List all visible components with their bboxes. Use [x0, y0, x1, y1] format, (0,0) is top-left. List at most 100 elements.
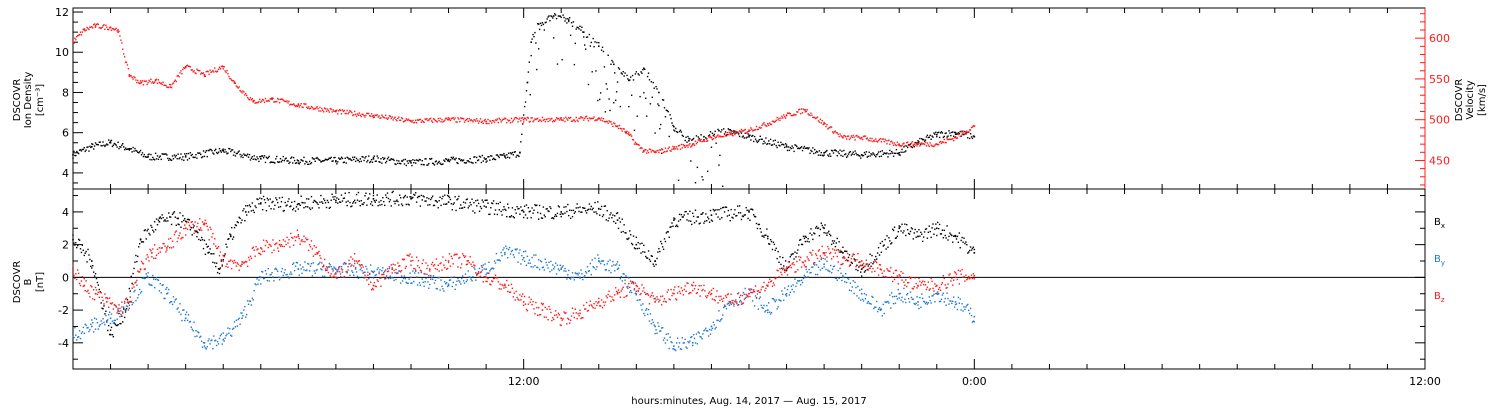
scatter-point: [190, 154, 192, 157]
scatter-point: [433, 264, 436, 266]
scatter-point: [595, 119, 597, 121]
scatter-point: [913, 146, 915, 148]
scatter-point: [394, 264, 396, 266]
scatter-point: [425, 277, 427, 280]
scatter-point: [78, 33, 81, 36]
scatter-point: [492, 157, 495, 160]
scatter-point: [483, 120, 485, 122]
scatter-point: [418, 195, 421, 198]
scatter-point: [379, 161, 381, 163]
scatter-point: [565, 206, 567, 208]
scatter-point: [696, 141, 699, 144]
scatter-point: [603, 66, 606, 68]
scatter-point: [457, 277, 459, 280]
scatter-point: [302, 202, 304, 204]
data-point: [537, 23, 540, 25]
scatter-point: [675, 127, 677, 130]
data-point: [485, 206, 487, 208]
scatter-point: [185, 221, 188, 224]
scatter-point: [347, 200, 349, 202]
scatter-point: [519, 249, 521, 251]
scatter-point: [592, 265, 594, 268]
scatter-point: [424, 281, 426, 283]
scatter-point: [424, 200, 426, 202]
velocity-tick-label: 550: [1429, 73, 1450, 86]
scatter-point: [406, 282, 408, 284]
scatter-point: [720, 136, 722, 138]
scatter-point: [741, 294, 744, 297]
scatter-point: [728, 304, 730, 306]
scatter-point: [692, 137, 695, 140]
scatter-point: [106, 26, 108, 28]
scatter-point: [251, 98, 254, 100]
scatter-point: [276, 270, 279, 273]
scatter-point: [826, 149, 828, 152]
scatter-point: [360, 267, 362, 269]
scatter-point: [517, 298, 519, 300]
scatter-point: [366, 112, 368, 115]
scatter-point: [546, 118, 548, 120]
scatter-point: [622, 286, 624, 289]
scatter-point: [697, 139, 699, 141]
scatter-point: [697, 216, 699, 218]
scatter-point: [562, 318, 564, 320]
scatter-point: [854, 259, 856, 261]
scatter-point: [624, 279, 626, 281]
scatter-point: [383, 200, 385, 203]
scatter-point: [637, 241, 639, 244]
scatter-point: [410, 196, 412, 198]
scatter-point: [528, 61, 530, 63]
scatter-point: [322, 275, 324, 278]
scatter-point: [496, 277, 499, 279]
scatter-point: [666, 231, 669, 233]
scatter-point: [863, 292, 866, 295]
scatter-point: [135, 281, 137, 283]
scatter-point: [760, 127, 762, 129]
scatter-point: [532, 300, 534, 303]
scatter-point: [543, 316, 546, 318]
scatter-point: [872, 262, 874, 265]
scatter-point: [851, 136, 853, 138]
scatter-point: [924, 141, 927, 144]
scatter-point: [89, 26, 91, 28]
scatter-point: [478, 120, 481, 122]
scatter-point: [99, 291, 101, 294]
scatter-point: [913, 232, 915, 234]
scatter-point: [378, 115, 380, 117]
scatter-point: [481, 154, 484, 157]
scatter-point: [217, 268, 220, 270]
scatter-point: [453, 158, 455, 160]
scatter-point: [817, 266, 820, 268]
scatter-point: [585, 301, 588, 304]
scatter-point: [619, 221, 622, 223]
scatter-point: [356, 199, 359, 201]
scatter-point: [241, 154, 243, 156]
scatter-point: [540, 261, 543, 263]
scatter-point: [401, 204, 404, 207]
scatter-point: [733, 303, 735, 305]
scatter-point: [919, 235, 921, 237]
scatter-point: [156, 279, 159, 281]
scatter-point: [594, 201, 596, 204]
scatter-point: [804, 147, 807, 150]
scatter-point: [706, 140, 709, 142]
data-point: [785, 268, 788, 270]
scatter-point: [585, 36, 588, 38]
scatter-point: [423, 121, 425, 124]
data-point: [169, 86, 172, 88]
scatter-point: [188, 157, 191, 160]
scatter-point: [241, 261, 243, 263]
scatter-point: [80, 251, 83, 254]
scatter-point: [761, 306, 763, 309]
scatter-point: [501, 154, 503, 156]
scatter-point: [461, 253, 464, 255]
scatter-point: [645, 308, 648, 310]
scatter-point: [165, 153, 167, 155]
scatter-point: [386, 158, 389, 160]
scatter-point: [81, 275, 84, 278]
scatter-point: [239, 264, 241, 267]
scatter-point: [188, 65, 191, 68]
scatter-point: [691, 223, 693, 226]
scatter-point: [492, 277, 495, 280]
scatter-point: [536, 266, 538, 269]
